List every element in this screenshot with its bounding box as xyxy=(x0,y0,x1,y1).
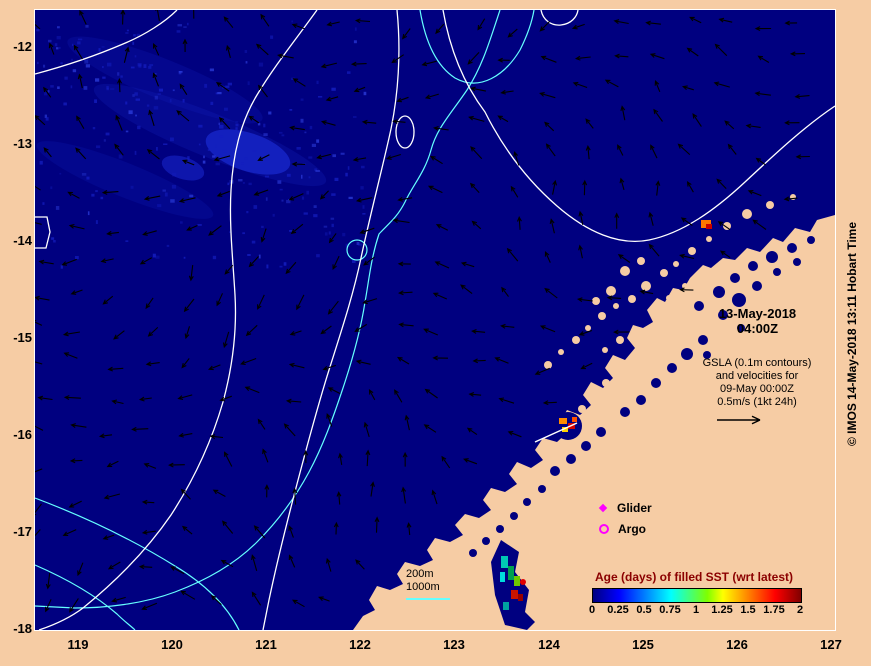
islands xyxy=(484,194,796,537)
depth-1000m-label: 1000m xyxy=(406,581,440,593)
lon-tick-123: 123 xyxy=(443,637,465,652)
lon-tick-127: 127 xyxy=(820,637,842,652)
glider-marker-icon xyxy=(598,503,608,513)
colorbar-tick-0: 0 xyxy=(588,604,596,616)
gsla-contours xyxy=(35,10,835,630)
gsla-note-line2: and velocities for xyxy=(715,370,799,382)
lat-tick--12: -12 xyxy=(13,39,32,54)
legend-argo: Argo xyxy=(599,522,646,536)
colorbar-tick-2: 2 xyxy=(796,604,804,616)
bathymetry-contours xyxy=(35,10,535,630)
cloud-speckles xyxy=(36,20,367,269)
depth-contour-sample-icon xyxy=(406,598,450,600)
lon-tick-119: 119 xyxy=(67,637,89,652)
map-canvas xyxy=(34,9,836,631)
gsla-note-line1: GSLA (0.1m contours) xyxy=(702,357,812,369)
sst-age-tint xyxy=(36,36,327,219)
lat-tick--16: -16 xyxy=(13,427,32,442)
lon-tick-121: 121 xyxy=(255,637,277,652)
depth-key: 200m 1000m xyxy=(406,568,450,600)
lat-tick--17: -17 xyxy=(13,524,32,539)
timestamp-time: 04:00Z xyxy=(736,321,779,336)
lon-tick-126: 126 xyxy=(726,637,748,652)
argo-marker-icon xyxy=(599,524,609,534)
velocity-scale-arrow-icon xyxy=(717,415,761,425)
lon-tick-120: 120 xyxy=(161,637,183,652)
colorbar-tick-1: 1 xyxy=(692,604,700,616)
colorbar-tick-075: 0.75 xyxy=(659,604,681,616)
current-arrows xyxy=(35,10,810,613)
colorbar-tick-05: 0.5 xyxy=(636,604,652,616)
lon-tick-125: 125 xyxy=(632,637,654,652)
credit-text: © IMOS 14-May-2018 13:11 Hobart Time xyxy=(845,221,859,447)
colorbar-tick-125: 1.25 xyxy=(711,604,733,616)
colorbar-tick-025: 0.25 xyxy=(607,604,629,616)
lat-tick--18: -18 xyxy=(13,621,32,636)
map-graphic xyxy=(35,10,835,630)
gsla-note: GSLA (0.1m contours) and velocities for … xyxy=(686,357,828,409)
argo-label: Argo xyxy=(618,522,646,536)
colorbar-tick-15: 1.5 xyxy=(740,604,756,616)
lat-tick--13: -13 xyxy=(13,136,32,151)
gsla-note-line4: 0.5m/s (1kt 24h) xyxy=(717,396,797,408)
legend-glider: Glider xyxy=(598,501,652,515)
lon-tick-122: 122 xyxy=(349,637,371,652)
gsla-note-line3: 09-May 00:00Z xyxy=(720,383,794,395)
glider-track-line xyxy=(534,422,578,443)
depth-200m-label: 200m xyxy=(406,568,434,580)
timestamp: 13-May-2018 04:00Z xyxy=(695,306,820,336)
colorbar-tick-175: 1.75 xyxy=(763,604,785,616)
lon-tick-124: 124 xyxy=(538,637,560,652)
timestamp-date: 13-May-2018 xyxy=(718,306,797,321)
lat-tick--14: -14 xyxy=(13,233,32,248)
glider-label: Glider xyxy=(617,501,652,515)
lat-tick--15: -15 xyxy=(13,330,32,345)
colorbar-title: Age (days) of filled SST (wrt latest) xyxy=(594,570,794,584)
colorbar-gradient xyxy=(592,588,802,603)
